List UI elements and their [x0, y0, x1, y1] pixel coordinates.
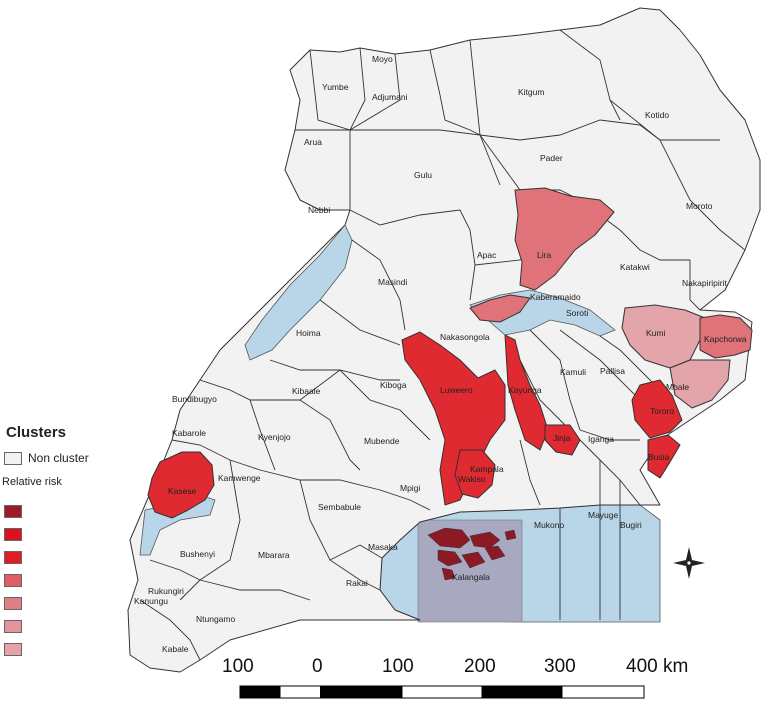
label-nakapiripirit: Nakapiripirit — [682, 278, 728, 288]
scale-label-3: 200 — [464, 656, 496, 677]
scale-label-2: 100 — [382, 656, 414, 677]
legend-swatch-non-cluster — [4, 452, 22, 465]
scale-label-1: 0 — [312, 656, 323, 677]
label-gulu: Gulu — [414, 170, 432, 180]
compass-rose-icon — [673, 547, 705, 579]
label-apac: Apac — [477, 250, 497, 260]
cluster-kampala — [454, 449, 496, 499]
label-kitgum: Kitgum — [518, 87, 544, 97]
label-luweero: Luweero — [440, 385, 473, 395]
cluster-busia — [647, 434, 681, 479]
label-soroti: Soroti — [566, 308, 588, 318]
legend-swatch-risk-4 — [4, 574, 22, 587]
cluster-lira — [514, 187, 615, 291]
label-jinja: Jinja — [553, 433, 571, 443]
legend-swatch-risk-2 — [4, 528, 22, 541]
label-masaka: Masaka — [368, 542, 398, 552]
label-mayuge: Mayuge — [588, 510, 619, 520]
label-kotido: Kotido — [645, 110, 669, 120]
cluster-kasese — [147, 451, 215, 519]
legend-swatch-risk-5 — [4, 597, 22, 610]
label-adjumani: Adjumani — [372, 92, 408, 102]
scale-bar: 100 0 100 200 300 400 km — [222, 656, 688, 699]
label-lira: Lira — [537, 250, 551, 260]
label-kanungu: Kanungu — [134, 596, 168, 606]
label-kabale: Kabale — [162, 644, 189, 654]
label-kyenjojo: Kyenjojo — [258, 432, 291, 442]
label-kiboga: Kiboga — [380, 380, 407, 390]
label-hoima: Hoima — [296, 328, 321, 338]
label-iganga: Iganga — [588, 434, 614, 444]
label-moroto: Moroto — [686, 201, 713, 211]
legend-swatch-risk-6 — [4, 620, 22, 633]
label-mukono: Mukono — [534, 520, 565, 530]
country-outline — [127, 7, 761, 673]
label-mbale: Mbale — [666, 382, 689, 392]
label-kayunga: Kayunga — [508, 385, 542, 395]
legend-swatch-risk-1 — [4, 505, 22, 518]
label-arua: Arua — [304, 137, 322, 147]
label-kabarole: Kabarole — [172, 428, 206, 438]
label-kibaale: Kibaale — [292, 386, 321, 396]
district-labels: Yumbe Moyo Adjumani Arua Kitgum Kotido G… — [134, 54, 747, 654]
label-kamwenge: Kamwenge — [218, 473, 261, 483]
cluster-mbale — [669, 359, 731, 409]
label-kaberamaido: Kaberamaido — [530, 292, 581, 302]
label-kampala: Kampala — [470, 464, 504, 474]
label-sembabule: Sembabule — [318, 502, 361, 512]
label-nebbi: Nebbi — [308, 205, 330, 215]
label-mbarara: Mbarara — [258, 550, 290, 560]
label-pader: Pader — [540, 153, 563, 163]
label-busia: Busia — [648, 452, 670, 462]
label-katakwi: Katakwi — [620, 262, 650, 272]
label-wakiso: Wakiso — [458, 474, 486, 484]
cluster-kapchorwa — [699, 314, 753, 359]
legend-swatch-risk-7 — [4, 643, 22, 656]
label-mpigi: Mpigi — [400, 483, 420, 493]
label-ntungamo: Ntungamo — [196, 614, 235, 624]
label-bushenyi: Bushenyi — [180, 549, 215, 559]
cluster-jinja — [544, 424, 581, 456]
label-bugiri: Bugiri — [620, 520, 642, 530]
label-mubende: Mubende — [364, 436, 400, 446]
legend-swatch-risk-3 — [4, 551, 22, 564]
label-yumbe: Yumbe — [322, 82, 349, 92]
label-rakai: Rakai — [346, 578, 368, 588]
label-rukungiri: Rukungiri — [148, 586, 184, 596]
cluster-tororo — [631, 379, 683, 439]
scale-label-4: 300 — [544, 656, 576, 677]
legend-title: Clusters — [6, 424, 67, 441]
label-masindi: Masindi — [378, 277, 407, 287]
legend-relative-risk-label: Relative risk — [2, 476, 62, 488]
label-kumi: Kumi — [646, 328, 665, 338]
cluster-kalangala — [427, 527, 517, 581]
label-bundibugyo: Bundibugyo — [172, 394, 217, 404]
label-kapchorwa: Kapchorwa — [704, 334, 747, 344]
legend-non-cluster-label: Non cluster — [28, 451, 89, 465]
label-pallisa: Pallisa — [600, 366, 625, 376]
label-kalangala: Kalangala — [452, 572, 490, 582]
label-moyo: Moyo — [372, 54, 393, 64]
scale-label-0: 100 — [222, 656, 254, 677]
label-tororo: Tororo — [650, 406, 674, 416]
label-kamuli: Kamuli — [560, 367, 586, 377]
cluster-kaberamaido — [469, 294, 531, 323]
lake-albert — [244, 224, 353, 361]
scale-label-5: 400 km — [626, 656, 688, 677]
label-kasese: Kasese — [168, 486, 197, 496]
label-nakasongola: Nakasongola — [440, 332, 490, 342]
